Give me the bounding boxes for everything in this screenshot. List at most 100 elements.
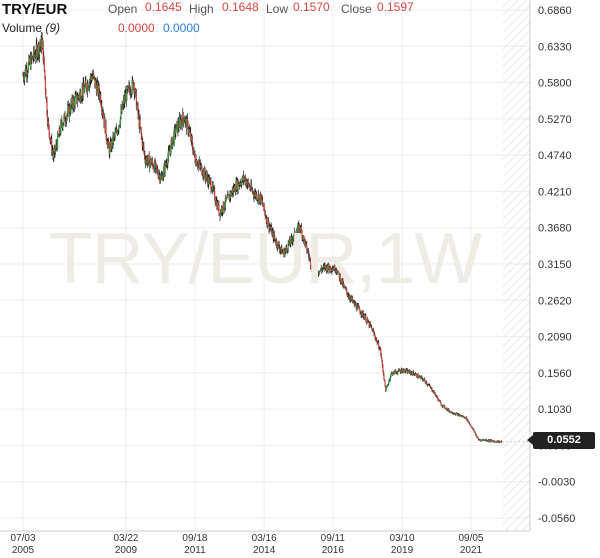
candle-body xyxy=(73,98,75,101)
candle-body xyxy=(254,194,256,198)
candle-body xyxy=(287,250,289,252)
candle-body xyxy=(405,369,407,372)
candle-body xyxy=(392,373,394,375)
candle-body xyxy=(277,242,280,244)
candle-body xyxy=(142,142,144,147)
candle-body xyxy=(380,355,382,359)
candle-body xyxy=(271,231,273,235)
candle-body xyxy=(364,318,366,320)
candle-body xyxy=(182,112,184,118)
candle-body xyxy=(162,168,165,176)
candle-body xyxy=(198,163,200,165)
candle-body xyxy=(187,122,189,133)
candle-body xyxy=(482,439,485,441)
x-tick-label: 2021 xyxy=(460,545,483,556)
candle-body xyxy=(288,243,290,245)
candle-body xyxy=(159,179,161,182)
candle-body xyxy=(72,98,75,108)
candle-body xyxy=(126,87,128,101)
candle-body xyxy=(356,305,358,311)
candle-body xyxy=(248,183,250,187)
candle-body xyxy=(337,271,339,274)
candle-body xyxy=(157,169,159,174)
candle-body xyxy=(470,426,472,428)
candle-body xyxy=(362,312,364,317)
candle-body xyxy=(269,226,271,228)
candle-body xyxy=(488,440,491,442)
candle-body xyxy=(32,58,34,60)
candle-body xyxy=(144,154,146,161)
candle-body xyxy=(162,175,164,181)
candle-body xyxy=(225,198,227,201)
candle-body xyxy=(354,302,356,306)
candle-body xyxy=(402,370,404,372)
candle-body xyxy=(383,374,385,380)
candle-body xyxy=(340,281,342,283)
candle-body xyxy=(156,168,158,170)
candle-body xyxy=(429,386,431,388)
candle-body xyxy=(401,371,403,373)
candle-body xyxy=(108,141,110,149)
candle-body xyxy=(85,80,87,84)
candle-body xyxy=(47,121,50,125)
candle-body xyxy=(191,140,193,148)
candle-body xyxy=(131,79,133,92)
candle-body xyxy=(307,251,309,255)
candle-body xyxy=(197,163,199,167)
y-tick-label: 0.1030 xyxy=(538,404,572,416)
candle-body xyxy=(136,105,138,109)
candle-body xyxy=(178,127,180,128)
candle-body xyxy=(69,106,71,112)
candle-body xyxy=(252,191,255,195)
volume-value-2: 0.0000 xyxy=(163,21,200,35)
candle-body xyxy=(226,194,229,198)
candle-body xyxy=(296,232,298,237)
candle-body xyxy=(26,68,28,76)
candle-body xyxy=(434,392,436,395)
x-tick-label: 03/10 xyxy=(390,533,415,544)
candle-body xyxy=(497,442,499,443)
x-tick-label: 2005 xyxy=(12,545,35,556)
open-value: 0.1645 xyxy=(145,0,182,14)
candle-body xyxy=(404,369,406,372)
candle-body xyxy=(322,268,324,270)
candle-body xyxy=(357,305,360,307)
candle-body xyxy=(319,270,321,272)
x-tick-label: 2016 xyxy=(322,545,345,556)
candle-body xyxy=(156,165,158,169)
candle-body xyxy=(135,89,137,92)
candle-body xyxy=(172,140,174,148)
candle-body xyxy=(234,191,237,193)
candle-body xyxy=(332,269,334,270)
y-tick-label: 0.2620 xyxy=(538,295,572,307)
candle-body xyxy=(361,311,363,316)
candle-body xyxy=(361,315,363,316)
candle-body xyxy=(292,238,295,240)
candle-body xyxy=(214,199,216,203)
candle-body xyxy=(42,39,44,42)
candle-body xyxy=(246,183,248,186)
candle-body xyxy=(336,269,338,272)
candle-body xyxy=(268,226,271,230)
candle-body xyxy=(201,165,203,175)
candle-body xyxy=(442,405,444,407)
candle-body xyxy=(363,316,365,320)
candle-body xyxy=(496,440,499,443)
candle-body xyxy=(154,163,157,169)
candle-body xyxy=(251,188,253,190)
candle-body xyxy=(149,162,151,168)
candle-body xyxy=(295,236,297,238)
candle-body xyxy=(407,370,410,373)
candle-body xyxy=(22,75,25,79)
candle-body xyxy=(398,369,401,371)
candle-body xyxy=(124,95,126,104)
candle-body xyxy=(384,380,386,386)
candle-body xyxy=(44,78,46,90)
candle-body xyxy=(150,163,152,166)
candle-body xyxy=(411,372,413,374)
candle-body xyxy=(383,379,386,381)
candle-body xyxy=(76,99,78,102)
candle-body xyxy=(140,126,142,130)
